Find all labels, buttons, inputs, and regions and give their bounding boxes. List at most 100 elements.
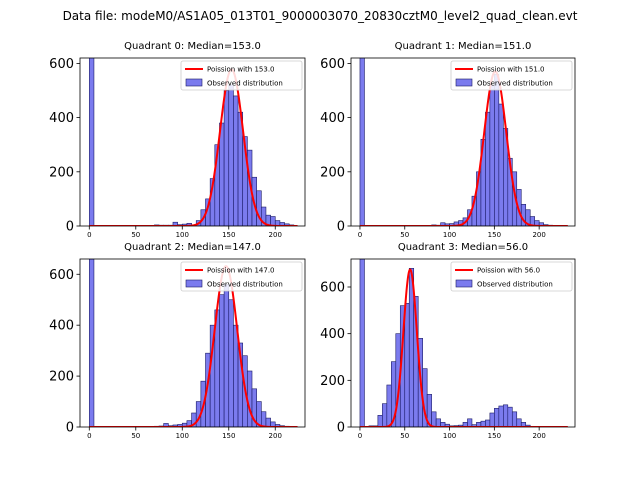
legend: Poission with 151.0 Observed distribution: [450, 60, 573, 91]
y-tick-label: 600: [49, 268, 74, 283]
axes-frame: [79, 57, 306, 227]
histogram-bar: [503, 404, 509, 427]
subplots: Quadrant 0: Median=153.0 0 50 100 150 200 0 200…: [49, 41, 576, 440]
x-tick-label: 200: [269, 231, 282, 239]
x-tick-label: 100: [176, 432, 189, 440]
histogram-bar: [386, 384, 392, 427]
panel-quadrant-1: Quadrant 1: Median=151.0 0 50 100 150 200 0 200…: [320, 41, 576, 239]
histogram-bar: [228, 84, 234, 226]
histogram-bar: [489, 412, 495, 427]
panel-title: Quadrant 2: Median=147.0: [124, 242, 261, 253]
histogram-bar: [223, 90, 230, 226]
histogram-bar: [494, 73, 500, 226]
legend-observed-label: Observed distribution: [477, 80, 553, 88]
histogram-bar: [520, 422, 527, 427]
panel-quadrant-2: Quadrant 2: Median=147.0 0 50 100 150 200 0 200…: [49, 242, 306, 440]
histogram-bar: [233, 95, 239, 226]
histogram-bar: [163, 423, 169, 427]
histogram-bar: [219, 122, 225, 226]
y-tick-label: 600: [320, 57, 345, 72]
histogram-bar: [88, 58, 95, 226]
x-tick-label: 150: [222, 432, 235, 440]
legend-frame: [450, 261, 573, 292]
legend-frame: [450, 60, 573, 91]
histogram-bar: [511, 411, 518, 427]
histogram-bar: [516, 418, 522, 427]
poisson-curve: [89, 265, 298, 427]
x-tick-label: 50: [400, 432, 409, 440]
histogram-bar: [377, 415, 383, 427]
panel-title: Quadrant 3: Median=56.0: [398, 242, 528, 253]
x-tick-label: 200: [532, 231, 545, 239]
x-tick-label: 100: [443, 432, 456, 440]
x-tick-label: 100: [443, 231, 456, 239]
poisson-curve: [359, 268, 568, 427]
axes-frame: [350, 258, 576, 428]
figure-suptitle: Data file: modeM0/AS1A05_013T01_90000030…: [63, 9, 578, 23]
y-tick-label: 400: [320, 111, 345, 126]
legend-observed-label: Observed distribution: [477, 281, 553, 289]
histogram-bar: [270, 216, 276, 226]
legend-frame: [180, 60, 303, 91]
y-tick-label: 600: [320, 281, 345, 296]
legend-observed-label: Observed distribution: [207, 80, 283, 88]
x-tick-label: 0: [358, 432, 362, 440]
histogram-bar: [498, 405, 504, 427]
histogram-bar: [507, 406, 513, 427]
legend-observed-label: Observed distribution: [207, 281, 283, 289]
y-tick-label: 200: [49, 370, 74, 385]
histogram-bar: [233, 324, 239, 427]
x-tick-label: 50: [131, 432, 140, 440]
axes-frame: [79, 258, 306, 428]
histogram-bar: [485, 111, 491, 226]
histogram-bar: [485, 419, 491, 427]
x-tick-label: 100: [176, 231, 189, 239]
y-tick-label: 0: [66, 421, 74, 436]
y-tick-label: 200: [320, 374, 345, 389]
legend-frame: [180, 261, 303, 292]
legend-poisson-label: Poission with 147.0: [207, 267, 275, 275]
x-tick-label: 50: [400, 231, 409, 239]
histogram-bar: [88, 259, 95, 427]
x-tick-label: 0: [87, 231, 91, 239]
poisson-curve: [359, 70, 568, 226]
y-tick-label: 600: [49, 57, 74, 72]
histogram-bar: [359, 259, 365, 427]
y-tick-label: 400: [49, 319, 74, 334]
x-tick-label: 150: [488, 432, 501, 440]
poisson-curve: [89, 68, 298, 226]
legend-observed-swatch: [455, 78, 473, 87]
histogram-bar: [426, 394, 432, 427]
legend-poisson-label: Poission with 153.0: [207, 66, 275, 74]
histogram-bar: [382, 403, 388, 427]
histogram-bar: [359, 58, 365, 226]
x-tick-label: 50: [131, 231, 140, 239]
histogram-bar: [265, 417, 271, 427]
x-tick-label: 150: [488, 231, 501, 239]
y-tick-label: 0: [337, 421, 345, 436]
y-tick-label: 0: [66, 220, 74, 235]
histogram-bar: [228, 299, 234, 427]
histogram-bar: [435, 418, 441, 427]
x-tick-label: 200: [532, 432, 545, 440]
legend-observed-swatch: [185, 78, 203, 87]
histogram-bar: [431, 411, 437, 427]
legend-observed-swatch: [455, 279, 473, 288]
y-tick-label: 400: [49, 111, 74, 126]
legend-observed-swatch: [185, 279, 203, 288]
histogram-bar: [223, 284, 230, 427]
legend: Poission with 147.0 Observed distribution: [180, 261, 303, 292]
legend-poisson-label: Poission with 56.0: [477, 267, 540, 275]
y-tick-label: 200: [320, 165, 345, 180]
x-tick-label: 0: [358, 231, 362, 239]
x-tick-label: 150: [222, 231, 235, 239]
histogram-bar: [261, 411, 267, 427]
axes-frame: [350, 57, 576, 227]
x-tick-label: 0: [87, 432, 91, 440]
panel-title: Quadrant 0: Median=153.0: [124, 41, 261, 52]
y-tick-label: 400: [320, 327, 345, 342]
legend: Poission with 56.0 Observed distribution: [450, 261, 573, 292]
histogram-bar: [404, 303, 410, 427]
histogram-bar: [489, 84, 495, 226]
